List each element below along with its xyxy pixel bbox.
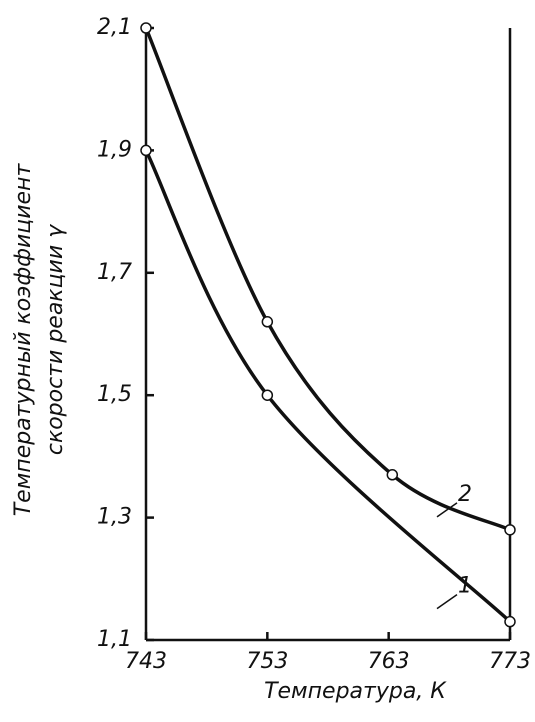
x-axis-title: Температура, К: [264, 679, 447, 704]
point: [261, 316, 274, 328]
y-axis-title-line: скорости реакции γ: [43, 224, 68, 455]
leader: [436, 502, 458, 518]
y-tick-label: 1,1: [97, 627, 132, 652]
leader: [436, 594, 458, 610]
point: [140, 144, 152, 157]
x-tick-label: 773: [489, 649, 531, 674]
point: [261, 389, 274, 401]
x-tick-label: 763: [368, 649, 410, 674]
curve: [144, 27, 511, 532]
y-tick-label: 1,7: [97, 260, 132, 285]
point: [140, 22, 152, 34]
point: [504, 524, 516, 536]
x-tick-label: 743: [125, 649, 167, 674]
y-axis-title: Температурный коэффициент скорости реакц…: [11, 163, 68, 517]
y-tick-label: 2,1: [97, 15, 132, 40]
y-axis-title-line: Температурный коэффициент: [11, 163, 36, 517]
series-label: 1: [458, 574, 472, 599]
point: [504, 615, 516, 628]
y-tick-label: 1,3: [97, 505, 132, 530]
x-tick-label: 753: [246, 649, 288, 674]
y-tick-label: 1,9: [97, 137, 132, 162]
curve: [144, 149, 512, 623]
series-label: 2: [458, 482, 472, 507]
point: [386, 469, 399, 481]
y-tick-label: 1,5: [97, 382, 132, 407]
